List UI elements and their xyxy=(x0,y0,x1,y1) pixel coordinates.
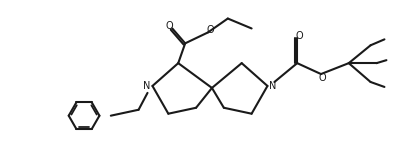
Text: O: O xyxy=(318,73,326,83)
Text: O: O xyxy=(206,25,214,35)
Text: N: N xyxy=(143,81,151,91)
Text: O: O xyxy=(166,21,173,31)
Text: N: N xyxy=(269,81,276,91)
Text: O: O xyxy=(296,31,304,41)
